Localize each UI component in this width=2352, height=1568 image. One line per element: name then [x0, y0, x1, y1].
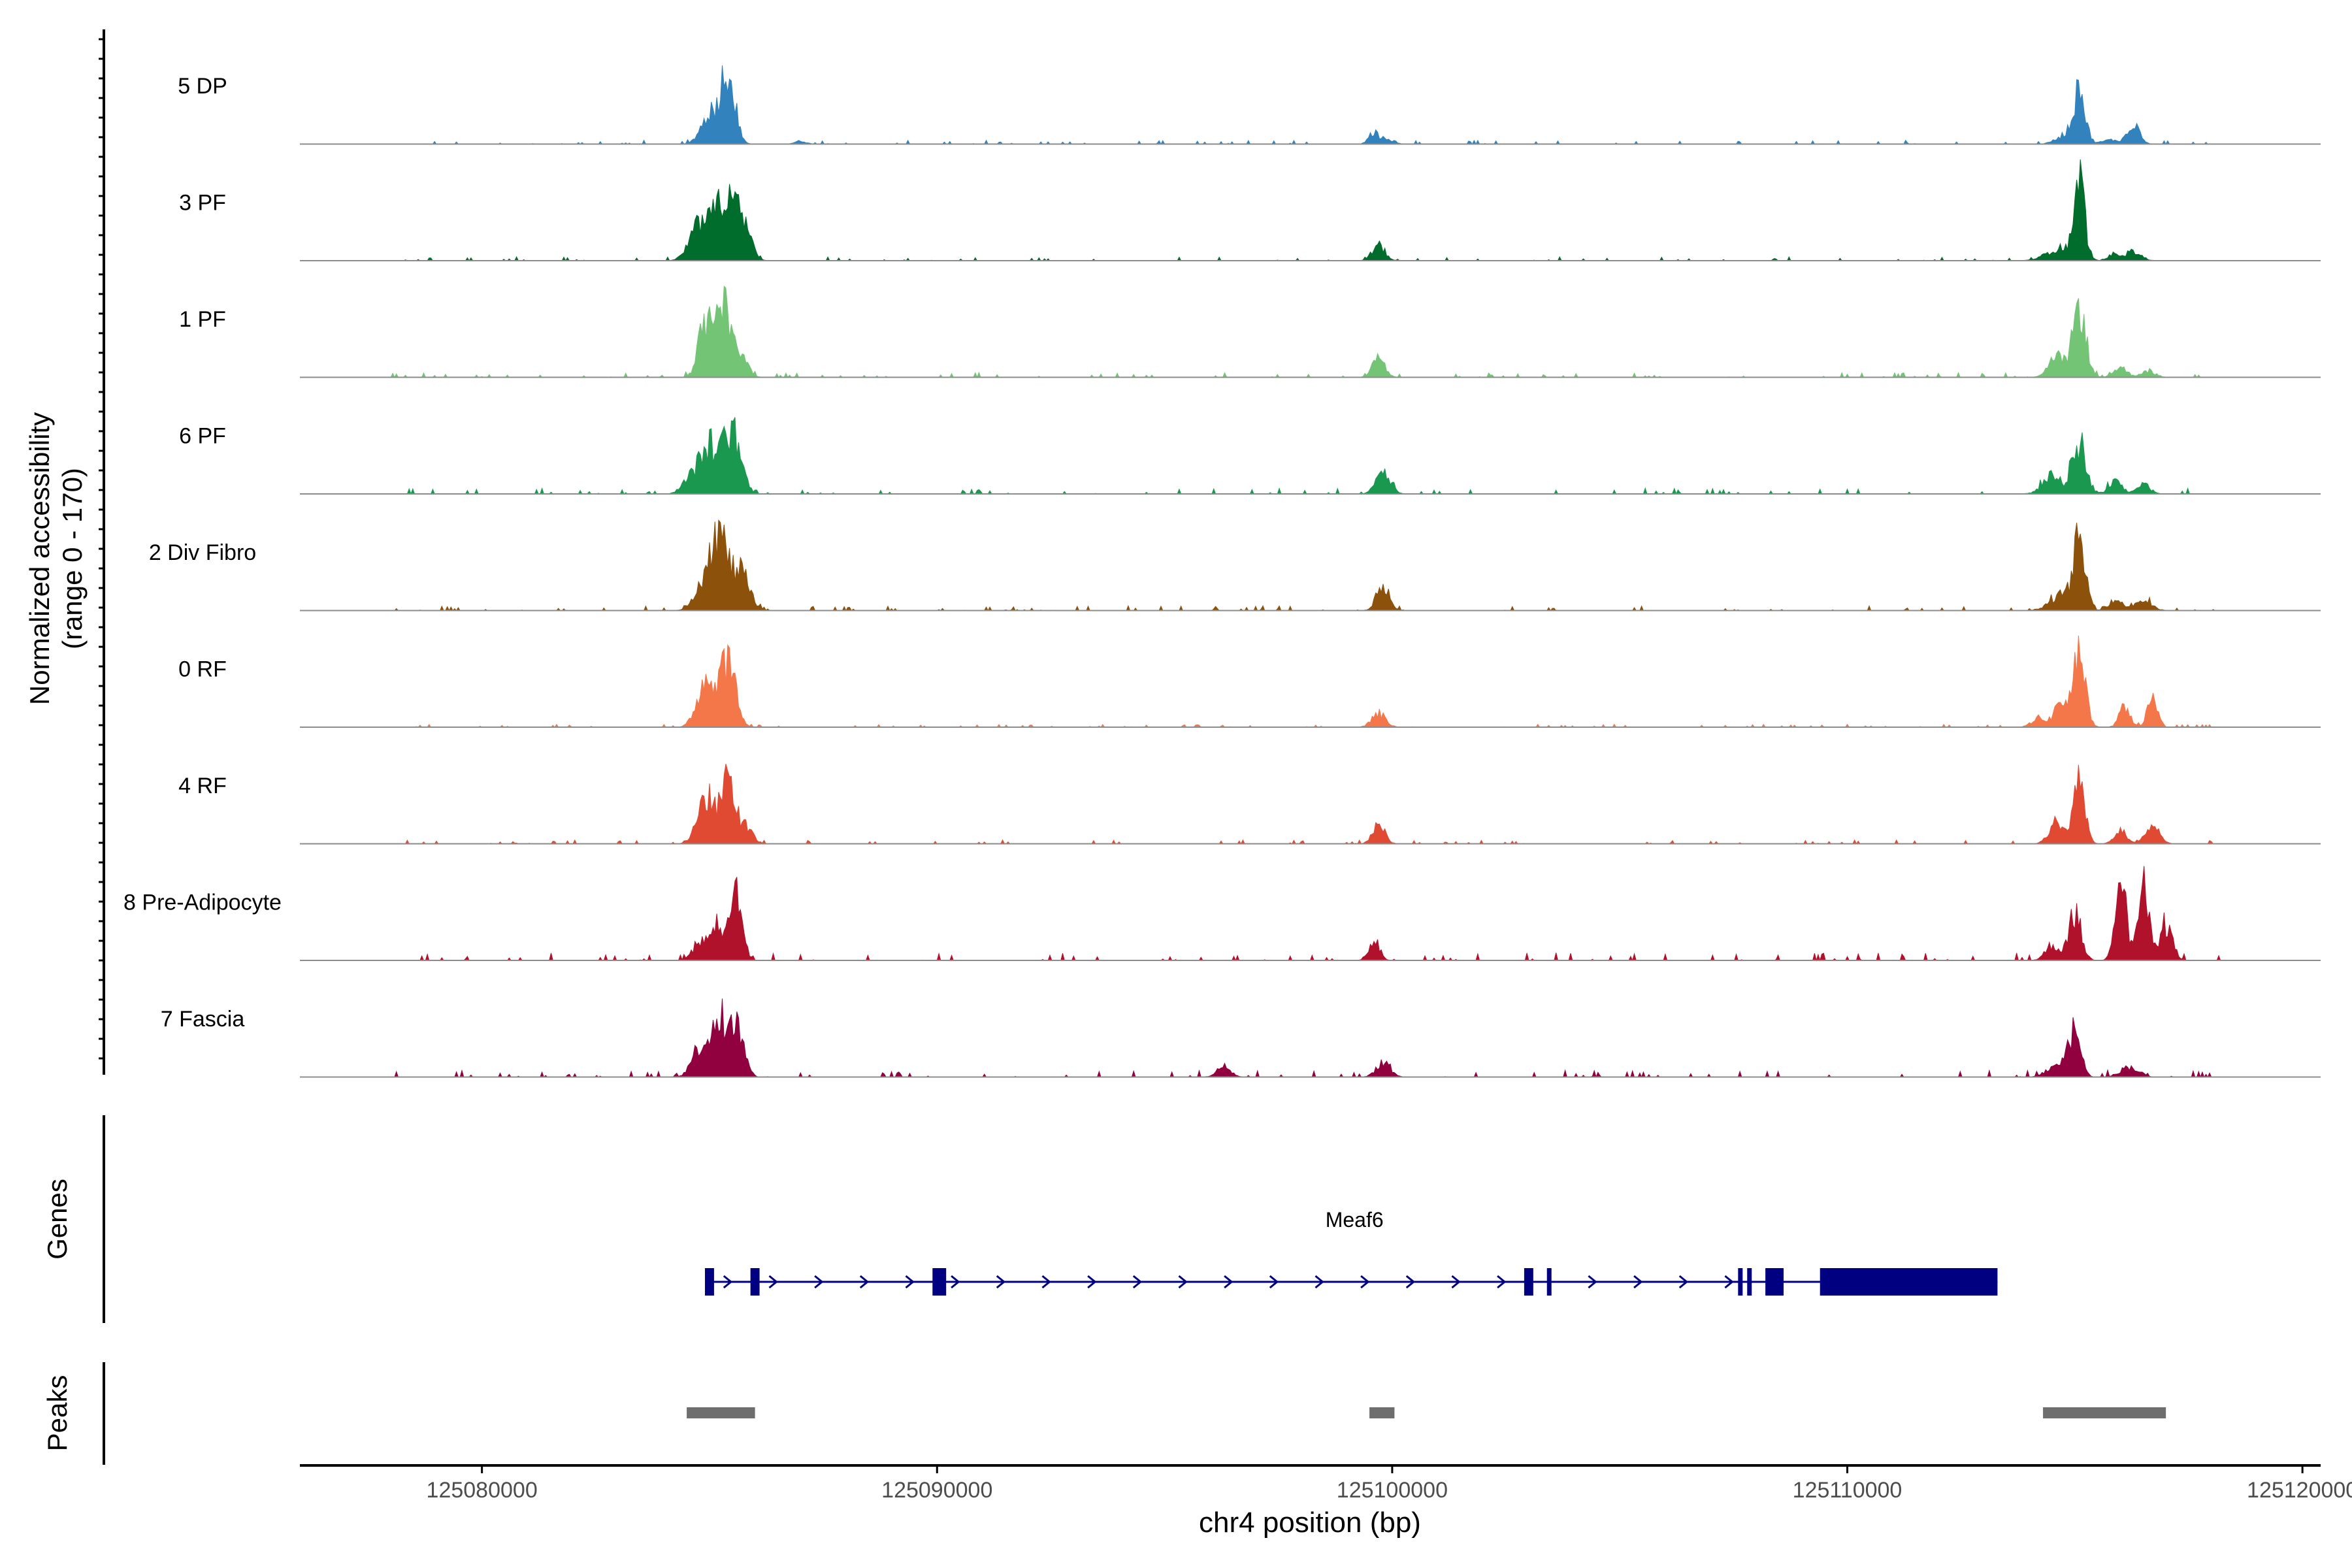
coverage-tracks: 5 DP 3 PF 1 PF 6 PF 2 Div Fibro 0 RF 4 RF 8 Pre…	[123, 65, 2321, 1079]
gene-exon	[1524, 1268, 1533, 1296]
strand-arrow	[1178, 1275, 1188, 1289]
track-label: 3 PF	[179, 191, 226, 216]
gene-exon	[704, 1268, 714, 1296]
track-label: 4 RF	[178, 774, 227, 798]
gene-exon	[1747, 1268, 1752, 1296]
gene-exon	[1820, 1268, 1998, 1296]
track-4-rf: 4 RF	[178, 764, 2321, 845]
gene-exon	[932, 1268, 947, 1296]
x-tick-label: 125080000	[427, 1478, 538, 1503]
strand-arrow	[1360, 1275, 1370, 1289]
gene-exon	[1738, 1268, 1743, 1296]
genes-track-label: Genes	[42, 1179, 73, 1260]
track-label: 6 PF	[179, 424, 226, 449]
x-tick-label: 125100000	[1337, 1478, 1448, 1503]
track-label: 8 Pre-Adipocyte	[123, 890, 282, 915]
gene-track: Meaf6	[704, 1208, 1998, 1296]
strand-arrow	[1041, 1275, 1051, 1289]
strand-arrow	[1405, 1275, 1416, 1289]
y-axis-range-label: (range 0 - 170)	[57, 468, 88, 649]
track-label: 1 PF	[179, 307, 226, 332]
gene-exon	[1765, 1268, 1784, 1296]
strand-arrow	[859, 1275, 870, 1289]
strand-arrow	[1315, 1275, 1324, 1289]
strand-arrow	[1132, 1275, 1143, 1289]
gene-exon	[750, 1268, 760, 1296]
track-6-pf: 6 PF	[179, 417, 2321, 495]
strand-arrow	[951, 1275, 960, 1289]
strand-arrow	[1633, 1275, 1643, 1289]
strand-arrow	[814, 1275, 824, 1289]
peak-region	[2043, 1407, 2166, 1418]
peaks-track-label: Peaks	[42, 1375, 73, 1452]
y-axis-label: Normalized accessibility	[24, 412, 55, 705]
strand-arrow	[1588, 1275, 1597, 1289]
strand-arrow	[1497, 1275, 1507, 1289]
strand-arrow	[905, 1275, 915, 1289]
track-label: 2 Div Fibro	[149, 540, 256, 565]
track-0-rf: 0 RF	[178, 635, 2321, 728]
gene-name: Meaf6	[1326, 1208, 1384, 1232]
track-2-div-fibro: 2 Div Fibro	[149, 519, 2321, 612]
x-tick-label: 125120000	[2247, 1478, 2352, 1503]
peak-region	[1369, 1407, 1395, 1418]
coverage-y-ticks	[99, 38, 104, 1060]
track-5-dp: 5 DP	[178, 65, 2321, 145]
strand-arrow	[1678, 1275, 1689, 1289]
strand-arrow	[723, 1275, 733, 1289]
track-3-pf: 3 PF	[179, 159, 2321, 262]
track-label: 5 DP	[178, 74, 227, 99]
strand-arrow	[1087, 1275, 1097, 1289]
strand-arrow	[1269, 1275, 1279, 1289]
x-tick-label: 125090000	[881, 1478, 992, 1503]
x-axis-ticks: 125080000 125090000 125100000 125110000 1251…	[427, 1465, 2352, 1503]
track-label: 0 RF	[178, 657, 227, 682]
x-axis-label: chr4 position (bp)	[1199, 1507, 1421, 1539]
strand-arrow	[768, 1275, 778, 1289]
strand-arrow	[996, 1275, 1006, 1289]
strand-arrow	[1724, 1275, 1734, 1289]
peak-region	[687, 1407, 755, 1418]
track-label: 7 Fascia	[161, 1007, 245, 1032]
gene-exon	[1546, 1268, 1552, 1296]
x-tick-label: 125110000	[1793, 1478, 1903, 1503]
strand-arrow	[1224, 1275, 1233, 1289]
track-8-pre-adipocyte: 8 Pre-Adipocyte	[123, 866, 2321, 962]
track-1-pf: 1 PF	[179, 286, 2321, 378]
track-7-fascia: 7 Fascia	[161, 998, 2321, 1079]
strand-arrow	[1451, 1275, 1461, 1289]
peak-track	[687, 1407, 2166, 1418]
